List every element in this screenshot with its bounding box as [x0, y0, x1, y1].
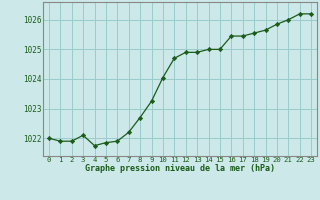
X-axis label: Graphe pression niveau de la mer (hPa): Graphe pression niveau de la mer (hPa) [85, 164, 275, 173]
